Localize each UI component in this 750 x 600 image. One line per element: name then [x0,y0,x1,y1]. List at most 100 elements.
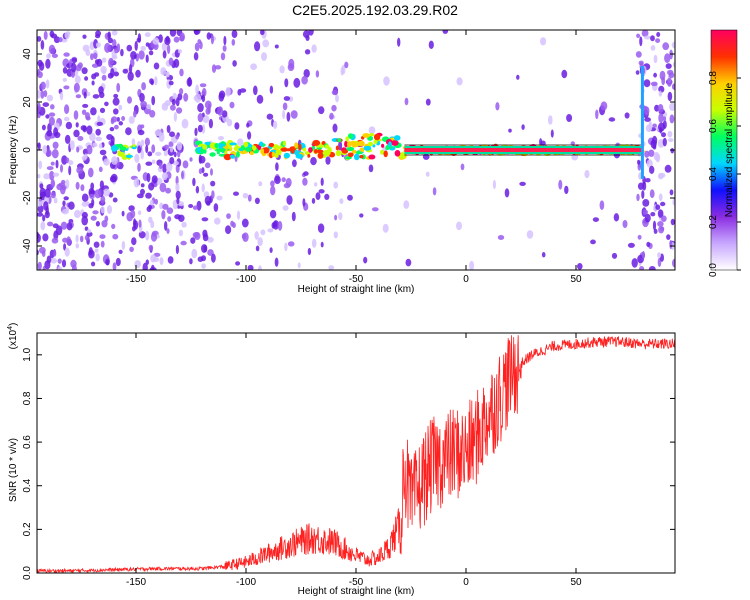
spectrogram-cell [64,134,71,144]
spectrogram-cell [181,118,189,129]
spectrogram-cell [37,174,41,179]
spectrogram-cell [648,149,655,157]
spectrogram-cell [403,200,410,209]
spectrogram-cell [380,149,384,155]
spectrogram-cell [270,180,275,187]
spectrogram-cell [173,36,180,43]
spectrogram-cell [128,116,135,124]
spectrogram-cell [44,260,51,270]
spectrogram-cell [432,187,437,196]
spectrogram-cell [639,36,643,47]
spectrogram-cell [42,214,46,222]
spectrogram-cell [138,50,145,60]
spectrogram-cell [269,85,274,94]
spectrogram-cell [516,74,520,80]
spectrogram-cell [274,44,279,49]
spectrogram-cell [329,112,334,120]
spectrogram-cell [98,143,103,149]
spectrogram-cell [136,37,141,43]
spectrogram-cell [204,162,211,169]
spectrogram-cell [260,148,265,155]
spectrogram-cell [649,189,655,199]
spectrogram-cell [140,139,145,147]
spectrogram-cell [658,90,662,97]
spectrogram-cell [193,30,199,35]
spectrogram-cell [669,239,673,250]
spectrogram-cell [162,163,167,174]
spectrogram-cell [608,117,616,122]
carrier-line [404,148,642,152]
spectrogram-cell [201,183,205,193]
spectrogram-cell [206,32,211,40]
spectrogram-cell [125,127,132,136]
spectrogram-cell [134,260,141,269]
spectrogram-cell [670,147,675,154]
spectrogram-cell [371,207,379,212]
spectrogram-cell [242,192,249,199]
spectrogram-cell [261,52,267,61]
spectrogram-cell [346,146,355,152]
spectrogram-cell [113,71,120,77]
spectrogram-cell [348,133,354,139]
spectrogram-cell [71,264,77,270]
spectrogram-cell [188,76,192,87]
spectrogram-cell [266,113,274,120]
x-tick-label: 0 [463,577,469,588]
spectrogram-cell [425,98,431,106]
spectrogram-cell [95,136,102,142]
spectrogram-cell [76,166,84,174]
spectrogram-cell [154,198,158,205]
spectrogram-cell [95,42,101,48]
spectrogram-cell [142,262,148,270]
spectrogram-cell [648,120,652,131]
spectrogram-cell [166,125,171,133]
colorbar-label: Normalized spectral amplitude [724,82,735,217]
spectrogram-cell [167,44,171,55]
spectrogram-cell [368,164,374,173]
spectrogram-cell [42,233,49,242]
spectrogram-cell [275,149,282,154]
spectrogram-cell [179,88,184,95]
spectrogram-cell [81,215,88,226]
spectrogram-cell [347,152,354,158]
spectrogram-cell [667,69,674,76]
spectrogram-cell [644,106,650,115]
spectrogram-cell [198,168,203,175]
spectrogram-cell [89,132,96,142]
spectrogram-cell [75,234,79,243]
spectrogram-cell [148,204,153,210]
spectrogram-cell [173,112,177,122]
spectrogram-cell [284,242,288,252]
spectrogram-cell [168,80,174,86]
spectrogram-cell [566,114,573,122]
spectrogram-cell [244,147,253,152]
spectrogram-cell [269,209,277,219]
spectrogram-cell [112,262,117,270]
spectrogram-cell [64,31,70,40]
spectrogram-cell [239,88,247,93]
spectrogram-cell [650,81,658,87]
spectrogram-cell [314,182,318,187]
spectrogram-cell [622,220,628,228]
spectrogram-cell [274,257,279,267]
spectrogram-cell [141,82,147,91]
spectrogram-cell [653,72,657,78]
spectrogram-cell [639,266,645,270]
spectrogram-cell [207,236,214,243]
spectrogram-cell [196,200,202,211]
spectrogram-cell [104,215,109,223]
spectrogram-cell [96,121,104,126]
spectrogram-cell [89,41,95,51]
spectrogram-cell [42,102,50,107]
spectrogram-cell [86,231,93,237]
spectrogram-cell [635,70,640,75]
spectrogram-cell [657,173,664,180]
spectrogram-cell [129,64,133,74]
spectrogram-cell [658,113,664,123]
spectrogram-cell [344,61,349,69]
spectrogram-cell [178,201,184,207]
spectrogram-cell [220,52,226,61]
spectrogram-cell [304,49,311,55]
spectrogram-cell [194,232,201,240]
